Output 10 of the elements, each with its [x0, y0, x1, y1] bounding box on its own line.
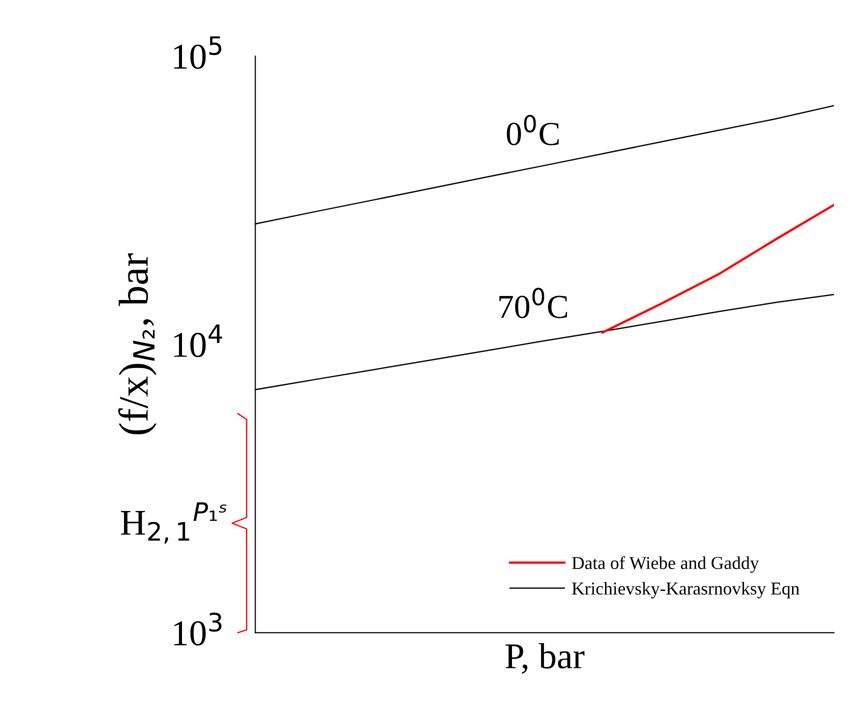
annotation: 0$^{0}$C [506, 114, 559, 146]
y-axis-title: (f/x)$_{N₂}$, bar [118, 253, 157, 434]
y-tick-label: 10$^{4}$ [174, 324, 222, 358]
y-tick-label: 10$^{5}$ [174, 36, 222, 69]
annotation: 70$^{0}$C [499, 288, 568, 318]
y-tick-label: 10$^{3}$ [174, 612, 222, 646]
text: H$_{2,1}$$^{P₁ˢ}$ [120, 502, 227, 544]
x-axis-title: P, bar [506, 643, 584, 674]
legend-label: Krichievsky-Karasrnovksy Eqn [572, 582, 800, 598]
legend-label: Data of Wiebe and Gaddy [572, 556, 759, 573]
